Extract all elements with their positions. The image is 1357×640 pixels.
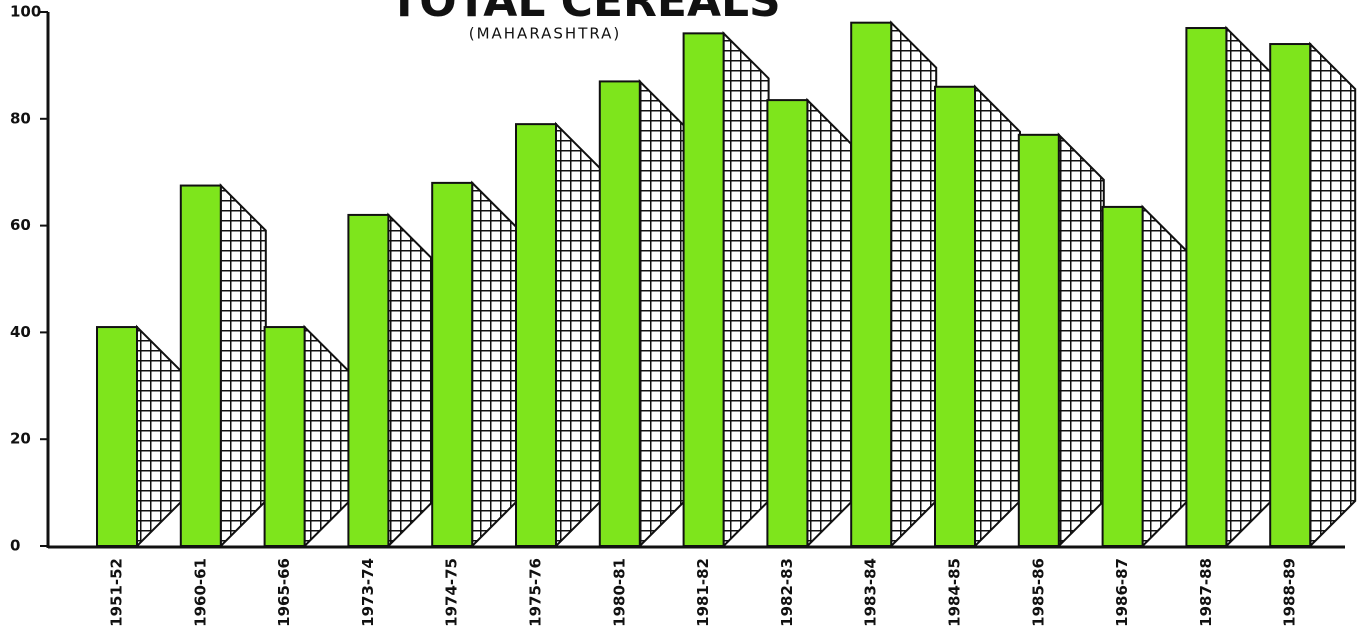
y-tick-label: 100	[10, 3, 41, 21]
bar-side	[1225, 25, 1273, 549]
bar-side	[1309, 41, 1357, 549]
bar	[431, 181, 474, 547]
bar	[1185, 27, 1228, 547]
x-tick-label: 1980-81	[610, 558, 628, 627]
x-tick-label: 1981-82	[694, 558, 712, 627]
x-tick-label: 1983-84	[862, 558, 880, 627]
x-tick-label: 1987-88	[1197, 558, 1215, 627]
bar	[934, 85, 976, 547]
bar	[347, 213, 390, 547]
bar-side	[722, 30, 770, 549]
bar	[766, 99, 809, 548]
x-tick-label: 1951-52	[108, 558, 126, 627]
y-tick-label: 80	[10, 109, 31, 127]
bar-side	[890, 20, 938, 549]
bar	[682, 32, 725, 548]
bar	[1269, 43, 1312, 547]
y-tick-label: 60	[10, 216, 31, 234]
chart-title: TOTAL CEREALS	[389, 0, 781, 27]
bar	[1017, 133, 1060, 547]
bar-side	[1057, 132, 1105, 549]
bar-side	[387, 212, 435, 549]
bar-side	[555, 121, 602, 549]
y-tick-label: 20	[10, 430, 31, 448]
bar-side	[136, 324, 183, 549]
bar	[1101, 205, 1144, 547]
x-tick-label: 1982-83	[778, 558, 796, 627]
chart-subtitle: (MAHARASHTRA)	[469, 25, 622, 43]
x-tick-label: 1960-61	[191, 558, 209, 627]
x-tick-label: 1986-87	[1113, 558, 1131, 627]
y-tick-label: 0	[10, 537, 20, 555]
bar-side	[1141, 204, 1189, 549]
bar-side	[806, 97, 854, 549]
bar	[598, 80, 641, 547]
x-tick-label: 1973-74	[359, 558, 377, 627]
bar-side	[638, 79, 686, 549]
y-tick-label: 40	[10, 323, 31, 341]
bar	[96, 326, 138, 547]
bar	[515, 123, 557, 547]
bar-side	[219, 183, 267, 549]
bar	[263, 326, 306, 547]
x-tick-label: 1985-86	[1029, 558, 1047, 627]
bar-side	[471, 180, 519, 549]
x-tick-label: 1975-76	[527, 558, 545, 627]
bar-side	[303, 324, 351, 549]
x-tick-label: 1974-75	[443, 558, 461, 627]
x-tick-label: 1988-89	[1281, 558, 1299, 627]
bar	[179, 184, 222, 548]
bar	[850, 21, 893, 548]
x-tick-label: 1984-85	[946, 558, 964, 627]
x-tick-label: 1965-66	[275, 558, 293, 627]
bar-side	[974, 84, 1021, 549]
